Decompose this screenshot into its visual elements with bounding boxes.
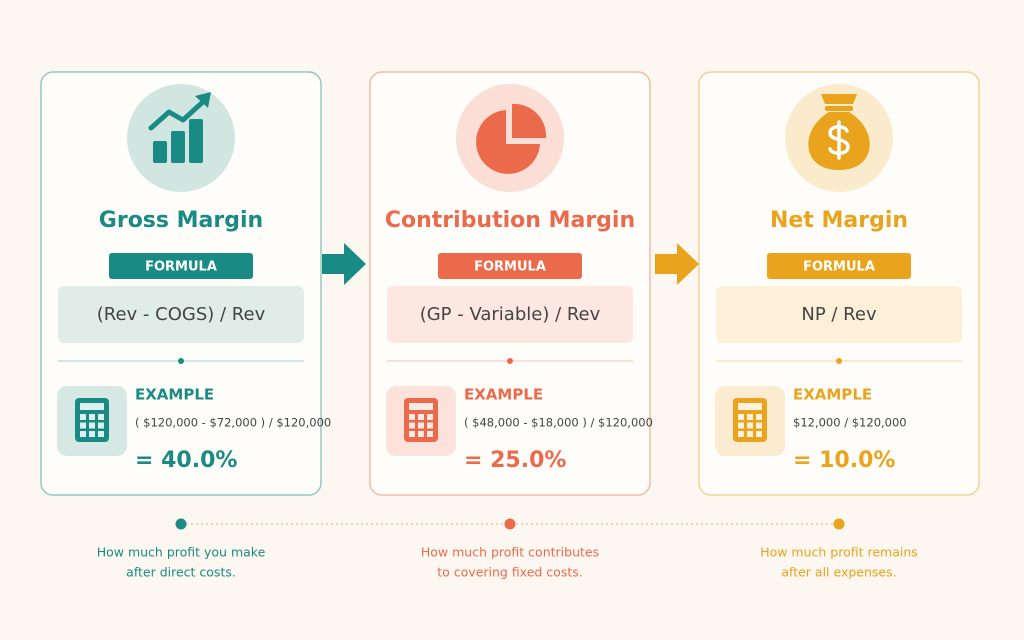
divider-dot (836, 358, 842, 364)
calc-key (427, 422, 433, 429)
card (698, 71, 980, 496)
icon-pie (476, 110, 540, 174)
formula-box (58, 286, 304, 343)
formula-label: FORMULA (145, 260, 217, 275)
calc-key (756, 422, 762, 429)
card-group: Net Margin FORMULA NP / Rev EXAMPLE $12,000 … (698, 71, 980, 496)
timeline-dot (175, 518, 187, 530)
calc-key (89, 414, 95, 420)
divider-dot (507, 358, 513, 364)
icon-bag-tie (825, 106, 853, 111)
calc-key (738, 431, 744, 437)
calc-key (418, 422, 424, 429)
formula-label: FORMULA (803, 260, 875, 275)
card-title: Contribution Margin (385, 208, 635, 233)
formula-pill (767, 253, 911, 279)
formula-label: FORMULA (474, 260, 546, 275)
calc-key (747, 414, 753, 420)
example-label: EXAMPLE (793, 386, 872, 404)
description: How much profit remains (760, 545, 918, 560)
icon-pie-slice (512, 103, 547, 138)
icon-bag-top (821, 94, 857, 104)
calc-key (409, 414, 415, 420)
formula-box (716, 286, 962, 343)
example: ( $48,000 - $18,000 ) / $120,000 (464, 416, 653, 430)
calc-key (418, 431, 424, 437)
result: = 10.0% (793, 448, 895, 473)
calc-key (756, 431, 762, 437)
calc-key (756, 414, 762, 420)
calc-key (80, 422, 86, 429)
calc-key (409, 422, 415, 429)
calc-key (98, 422, 104, 429)
timeline-dot (504, 518, 516, 530)
calc-key (418, 414, 424, 420)
calc-key (80, 431, 86, 437)
calc-key (89, 431, 95, 437)
example-label: EXAMPLE (135, 386, 214, 404)
calc-key (98, 431, 104, 437)
calc-key (427, 414, 433, 420)
calc-key (80, 414, 86, 420)
icon-bar (171, 131, 185, 163)
icon-arrow (148, 97, 208, 131)
example: ( $120,000 - $72,000 ) / $120,000 (135, 416, 331, 430)
example-label: EXAMPLE (464, 386, 543, 404)
formula-pill (438, 253, 582, 279)
result: = 25.0% (464, 448, 566, 473)
description: after direct costs. (126, 565, 236, 580)
calc-key (738, 414, 744, 420)
calc-screen (80, 403, 104, 410)
card-group: Contribution Margin FORMULA (GP - Variable… (369, 71, 653, 496)
flow-arrow (322, 243, 366, 285)
icon-bar (153, 141, 167, 163)
card-title: Net Margin (770, 208, 908, 233)
calc-key (747, 422, 753, 429)
formula: NP / Rev (801, 304, 877, 325)
icon-bg (456, 84, 564, 192)
example: $12,000 / $120,000 (793, 416, 907, 430)
formula: (Rev - COGS) / Rev (97, 304, 266, 325)
card (40, 71, 322, 496)
calc-key (738, 422, 744, 429)
timeline-dot (833, 518, 845, 530)
card (369, 71, 651, 496)
calc-key (89, 422, 95, 429)
divider-dot (178, 358, 184, 364)
description: How much profit contributes (421, 545, 599, 560)
calc-key (98, 414, 104, 420)
description: How much profit you make (97, 545, 266, 560)
formula-pill (109, 253, 253, 279)
icon-bar (189, 119, 203, 163)
formula: (GP - Variable) / Rev (420, 304, 601, 325)
icon-arrow-head (195, 92, 211, 108)
calc-screen (409, 403, 433, 410)
calc-key (427, 431, 433, 437)
card-group: Gross Margin FORMULA (Rev - COGS) / Rev EXA… (40, 71, 331, 496)
flow-arrow (655, 243, 699, 285)
formula-box (387, 286, 633, 343)
calc-screen (738, 403, 762, 410)
icon-dollar (828, 120, 850, 160)
card-title: Gross Margin (99, 208, 263, 233)
description: after all expenses. (781, 565, 896, 580)
description: to covering fixed costs. (437, 565, 582, 580)
result: = 40.0% (135, 448, 237, 473)
calc-key (409, 431, 415, 437)
calc-key (747, 431, 753, 437)
